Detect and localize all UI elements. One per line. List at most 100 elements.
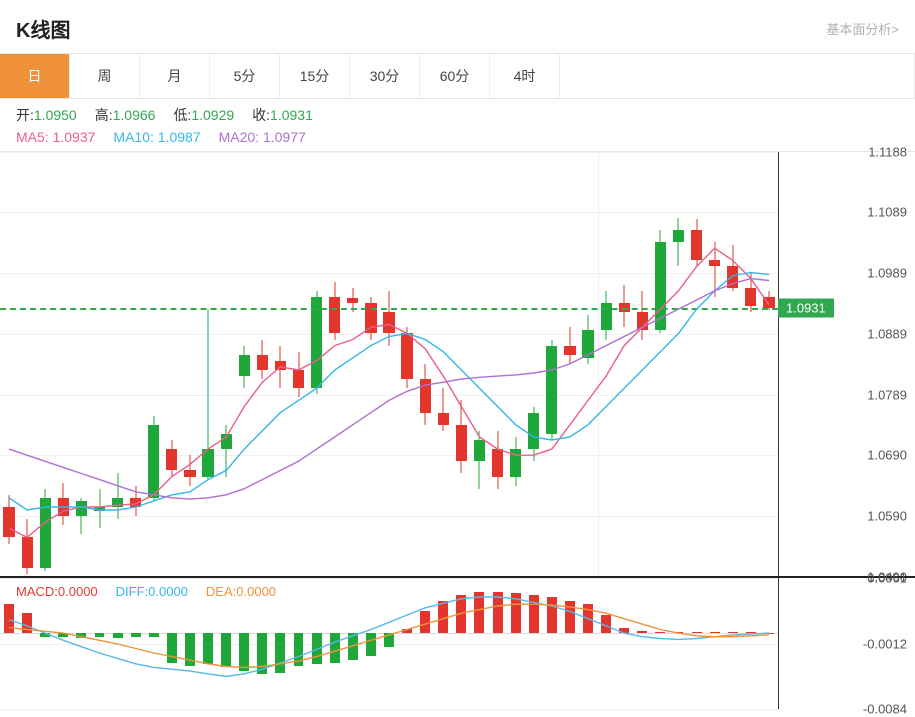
macd-histogram-bar[interactable] [692,632,702,633]
candle-body[interactable] [438,413,449,425]
candlestick-chart[interactable]: 1.1188 1.1089 1.0989 1.0889 1.0789 1.0690 1.05… [0,151,915,576]
macd-histogram-bar[interactable] [113,633,123,638]
macd-histogram-bar[interactable] [221,633,231,667]
candle-body[interactable] [546,346,557,434]
macd-histogram-bar[interactable] [366,633,376,656]
tab-30min[interactable]: 30分 [350,54,420,98]
macd-histogram-bar[interactable] [619,628,629,633]
candle-body[interactable] [239,355,250,376]
candle-body[interactable] [311,297,322,388]
macd-histogram-bar[interactable] [764,633,774,634]
candle-body[interactable] [655,242,666,330]
macd-histogram-bar[interactable] [58,633,68,637]
candle-body[interactable] [3,507,14,537]
tab-60min[interactable]: 60分 [420,54,490,98]
candle-body[interactable] [492,449,503,476]
candle-body[interactable] [76,501,87,516]
candle-body[interactable] [691,230,702,260]
macd-histogram-bar[interactable] [131,633,141,637]
tab-15min[interactable]: 15分 [280,54,350,98]
macd-histogram-bar[interactable] [402,629,412,633]
tab-day[interactable]: 日 [0,54,70,98]
candle-body[interactable] [148,425,159,498]
macd-histogram-bar[interactable] [710,632,720,633]
candle-body[interactable] [727,266,738,287]
macd-histogram-bar[interactable] [746,632,756,633]
candle-wick[interactable] [678,218,679,267]
candle-body[interactable] [94,507,105,511]
macd-histogram-bar[interactable] [438,601,448,634]
macd-histogram-bar[interactable] [275,633,285,673]
candle-body[interactable] [166,449,177,470]
tab-5min[interactable]: 5分 [210,54,280,98]
candle-body[interactable] [221,434,232,449]
macd-histogram-bar[interactable] [655,632,665,633]
tab-month[interactable]: 月 [140,54,210,98]
candle-body[interactable] [257,355,268,370]
candle-body[interactable] [474,440,485,461]
macd-histogram-bar[interactable] [22,613,32,633]
macd-histogram-bar[interactable] [167,633,177,663]
candle-body[interactable] [112,498,123,507]
macd-histogram-bar[interactable] [728,632,738,633]
candle-body[interactable] [673,230,684,242]
macd-histogram-bar[interactable] [40,633,50,637]
macd-histogram-bar[interactable] [547,597,557,633]
macd-histogram-bar[interactable] [565,601,575,634]
candle-body[interactable] [329,297,340,334]
macd-histogram-bar[interactable] [203,633,213,664]
macd-histogram-bar[interactable] [511,593,521,633]
macd-histogram-bar[interactable] [456,595,466,633]
candle-body[interactable] [293,370,304,388]
macd-chart[interactable]: MACD:0.0000 DIFF:0.0000 DEA:0.0000 0.006… [0,576,915,707]
macd-histogram-bar[interactable] [384,633,394,647]
macd-histogram-bar[interactable] [4,604,14,633]
candle-body[interactable] [275,361,286,370]
candle-body[interactable] [709,260,720,266]
candle-body[interactable] [420,379,431,412]
macd-histogram-bar[interactable] [583,604,593,633]
candle-body[interactable] [564,346,575,355]
tab-4hour[interactable]: 4时 [490,54,560,98]
candle-body[interactable] [130,498,141,507]
candle-body[interactable] [58,498,69,516]
candle-wick[interactable] [117,473,118,519]
candle-body[interactable] [601,303,612,330]
macd-histogram-bar[interactable] [348,633,358,660]
macd-histogram-bar[interactable] [601,615,611,633]
macd-histogram-bar[interactable] [149,633,159,637]
candle-body[interactable] [22,537,33,567]
macd-histogram-bar[interactable] [95,633,105,637]
candle-wick[interactable] [226,425,227,477]
candle-body[interactable] [347,298,358,303]
tab-week[interactable]: 周 [70,54,140,98]
candle-body[interactable] [637,312,648,330]
macd-histogram-bar[interactable] [76,633,86,638]
candle-body[interactable] [745,288,756,306]
macd-histogram-bar[interactable] [330,633,340,663]
macd-histogram-bar[interactable] [637,631,647,633]
macd-histogram-bar[interactable] [529,595,539,633]
candle-body[interactable] [510,449,521,476]
candle-body[interactable] [582,330,593,357]
macd-histogram-bar[interactable] [312,633,322,664]
macd-histogram-bar[interactable] [185,633,195,666]
price-axis-tick: 1.0889 [867,327,907,342]
macd-histogram-bar[interactable] [239,633,249,671]
macd-histogram-bar[interactable] [294,633,304,666]
candle-body[interactable] [202,449,213,476]
candle-wick[interactable] [714,242,715,297]
candle-body[interactable] [528,413,539,450]
candle-body[interactable] [383,312,394,333]
candle-body[interactable] [763,297,774,309]
fundamental-analysis-link[interactable]: 基本面分析> [826,19,899,38]
macd-histogram-bar[interactable] [474,592,484,634]
macd-histogram-bar[interactable] [493,592,503,634]
macd-histogram-bar[interactable] [674,632,684,633]
macd-histogram-bar[interactable] [420,611,430,633]
candle-body[interactable] [184,470,195,476]
candle-body[interactable] [401,333,412,379]
candle-body[interactable] [456,425,467,462]
macd-histogram-bar[interactable] [257,633,267,674]
candle-body[interactable] [40,498,51,568]
